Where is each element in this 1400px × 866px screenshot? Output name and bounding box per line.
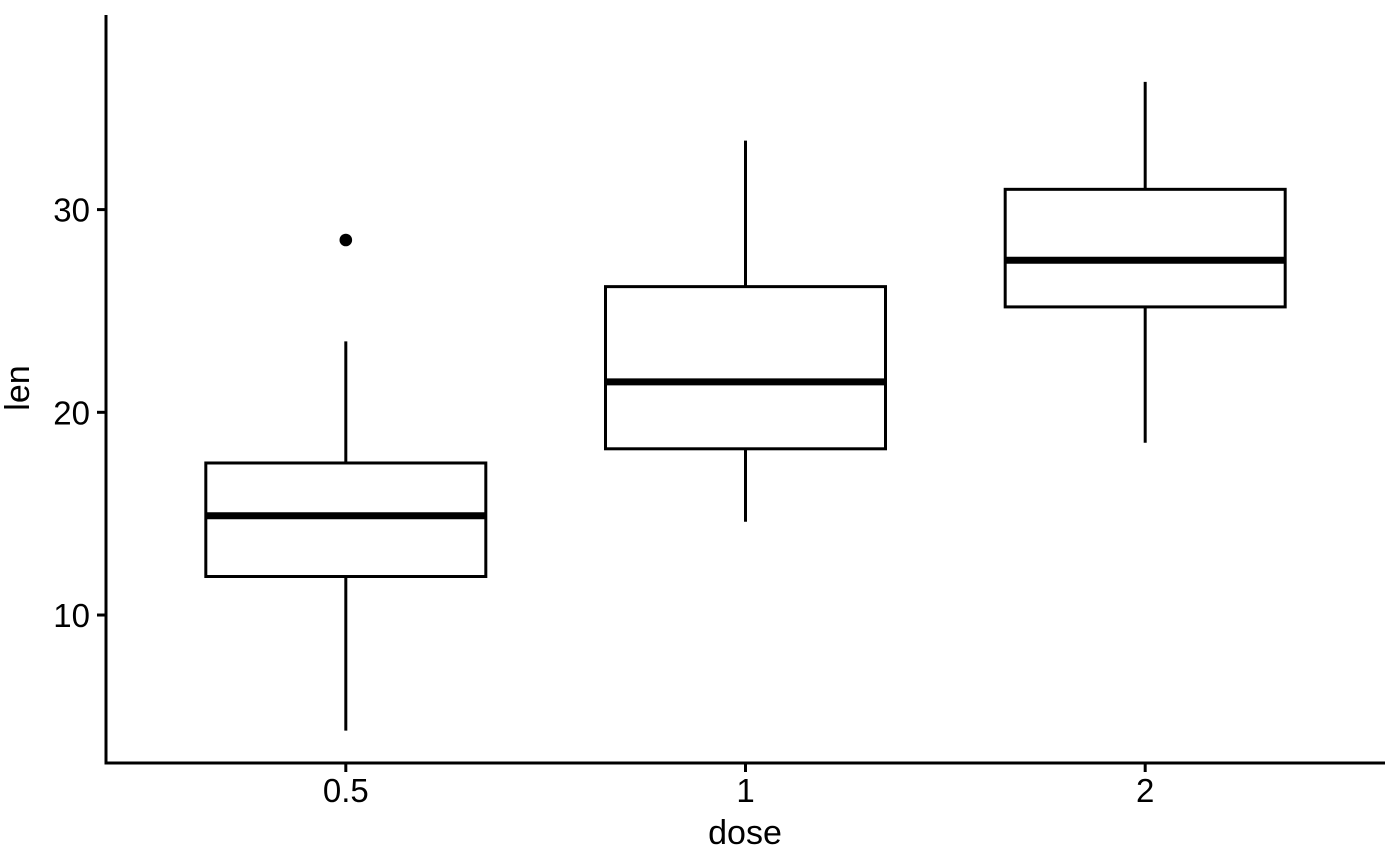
x-tick-label: 2: [1136, 772, 1154, 809]
chart-shapes-layer: 10 20 30 0.5 1 2: [53, 15, 1385, 809]
iqr-box: [1003, 187, 1287, 309]
iqr-box: [604, 285, 887, 451]
outlier-point: [339, 233, 353, 247]
x-axis-title: dose: [708, 814, 782, 852]
y-tick-label: 30: [53, 192, 90, 229]
box-dose-1: [604, 140, 887, 522]
y-axis-title: len: [0, 365, 37, 410]
x-tick-label: 0.5: [323, 772, 369, 809]
box-dose-2: [1003, 81, 1287, 443]
box-dose-0.5: [204, 233, 488, 731]
x-tick-label: 1: [736, 772, 754, 809]
y-tick-label: 10: [53, 597, 90, 634]
iqr-box: [204, 461, 488, 579]
y-tick-label: 20: [53, 394, 90, 431]
